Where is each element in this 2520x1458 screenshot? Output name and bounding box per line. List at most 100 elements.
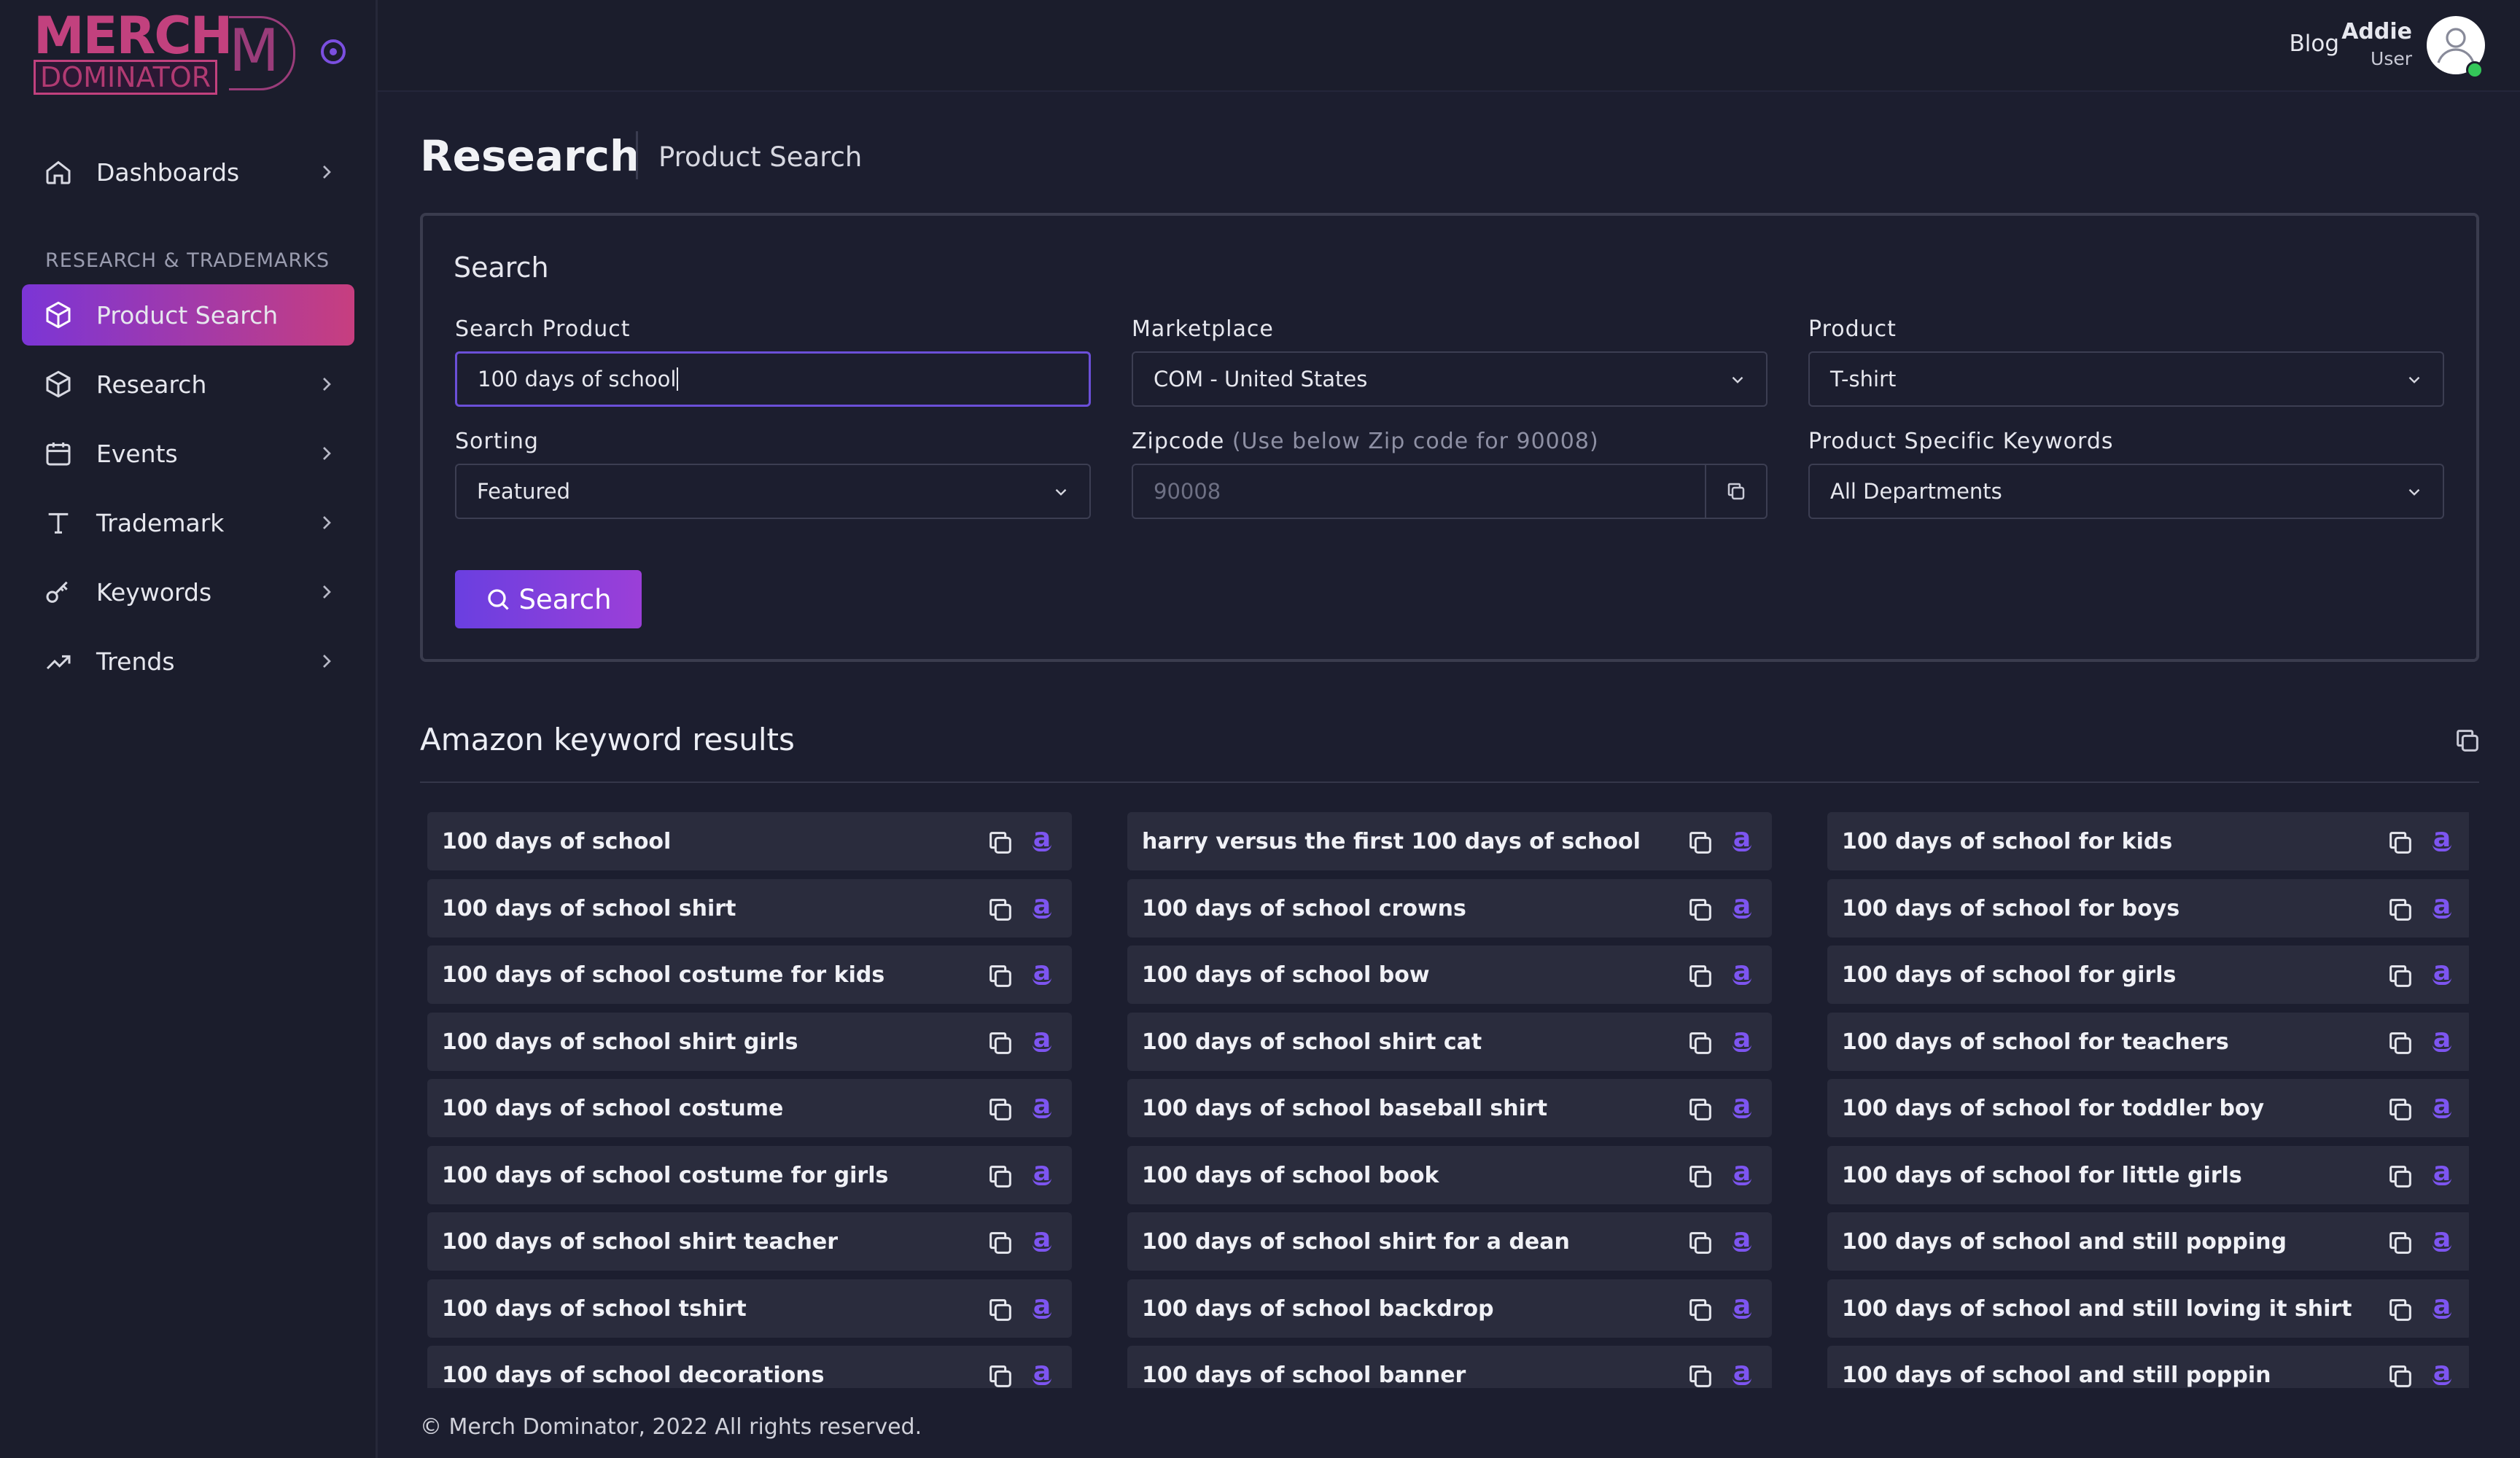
sidebar-item-research[interactable]: Research	[22, 354, 354, 415]
sidebar-item-label: Research	[96, 370, 207, 399]
user-icon	[2437, 28, 2475, 63]
copy-icon[interactable]	[1686, 1295, 1715, 1325]
copy-icon[interactable]	[1686, 1362, 1715, 1388]
amazon-icon[interactable]: a	[1028, 1357, 1056, 1388]
amazon-icon[interactable]: a	[1728, 1024, 1756, 1056]
amazon-icon[interactable]: a	[1028, 1291, 1056, 1323]
merch-dominator-logo[interactable]: MERCH DOMINATOR M	[34, 10, 296, 95]
search-product-label: Search Product	[455, 316, 631, 342]
copy-icon[interactable]	[986, 1362, 1015, 1388]
amazon-icon[interactable]: a	[2428, 957, 2456, 989]
amazon-icon[interactable]: a	[1028, 957, 1056, 989]
copy-icon[interactable]	[2386, 895, 2415, 924]
amazon-icon[interactable]: a	[1728, 1158, 1756, 1190]
copy-icon[interactable]	[2386, 1095, 2415, 1124]
keyword-result-item: 100 days of school book a	[1127, 1146, 1772, 1204]
sidebar-item-events[interactable]: Events	[22, 423, 354, 484]
copy-icon[interactable]	[986, 1295, 1015, 1325]
keyword-text: 100 days of school and still loving it s…	[1842, 1295, 2352, 1322]
search-product-input[interactable]: 100 days of school	[455, 351, 1091, 407]
amazon-icon[interactable]: a	[1728, 1357, 1756, 1388]
amazon-icon[interactable]: a	[1028, 824, 1056, 856]
copy-icon[interactable]	[986, 895, 1015, 924]
sidebar-item-trends[interactable]: Trends	[22, 631, 354, 692]
keyword-text: 100 days of school costume	[442, 1095, 784, 1121]
blog-link[interactable]: Blog	[2289, 31, 2339, 57]
copy-icon[interactable]	[2386, 1295, 2415, 1325]
keyword-text: 100 days of school for teachers	[1842, 1029, 2229, 1055]
marketplace-label: Marketplace	[1132, 316, 1274, 342]
copy-icon[interactable]	[986, 1162, 1015, 1191]
search-button-label: Search	[518, 583, 612, 615]
copy-icon[interactable]	[2386, 828, 2415, 857]
amazon-icon[interactable]: a	[1728, 957, 1756, 989]
copy-icon[interactable]	[1686, 962, 1715, 991]
amazon-icon[interactable]: a	[2428, 1091, 2456, 1123]
amazon-icon[interactable]: a	[1728, 1291, 1756, 1323]
keyword-result-item: 100 days of school costume for girls a	[427, 1146, 1072, 1204]
amazon-icon[interactable]: a	[1028, 891, 1056, 923]
sidebar-item-trademark[interactable]: Trademark	[22, 492, 354, 553]
amazon-icon[interactable]: a	[1728, 891, 1756, 923]
amazon-icon[interactable]: a	[1028, 1024, 1056, 1056]
sidebar-item-label: Keywords	[96, 577, 212, 607]
amazon-icon[interactable]: a	[2428, 1224, 2456, 1256]
amazon-icon[interactable]: a	[1728, 1091, 1756, 1123]
copy-icon[interactable]	[2386, 1029, 2415, 1058]
avatar[interactable]	[2427, 16, 2485, 74]
sidebar-item-keywords[interactable]: Keywords	[22, 561, 354, 623]
copy-icon[interactable]	[1686, 828, 1715, 857]
product-select[interactable]: T-shirt	[1808, 351, 2444, 407]
sorting-select[interactable]: Featured	[455, 464, 1091, 519]
amazon-icon[interactable]: a	[1028, 1091, 1056, 1123]
amazon-icon[interactable]: a	[2428, 1158, 2456, 1190]
sidebar-item-label: Dashboards	[96, 157, 240, 187]
copy-icon[interactable]	[986, 1228, 1015, 1258]
marketplace-select[interactable]: COM - United States	[1132, 351, 1768, 407]
copy-icon[interactable]	[1686, 1029, 1715, 1058]
amazon-icon[interactable]: a	[2428, 824, 2456, 856]
keyword-result-item: 100 days of school backdrop a	[1127, 1279, 1772, 1338]
amazon-icon[interactable]: a	[2428, 891, 2456, 923]
keyword-text: 100 days of school book	[1142, 1162, 1439, 1188]
amazon-icon[interactable]: a	[2428, 1291, 2456, 1323]
copy-icon[interactable]	[1686, 1095, 1715, 1124]
copy-icon[interactable]	[2386, 962, 2415, 991]
amazon-icon[interactable]: a	[1728, 1224, 1756, 1256]
zipcode-copy-button[interactable]	[1705, 464, 1768, 519]
copy-all-button[interactable]	[2453, 726, 2482, 755]
chevron-right-icon	[315, 442, 338, 465]
copy-icon[interactable]	[986, 962, 1015, 991]
copy-icon[interactable]	[2386, 1362, 2415, 1388]
product-keywords-select[interactable]: All Departments	[1808, 464, 2444, 519]
keyword-result-item: 100 days of school for kids a	[1827, 812, 2469, 870]
copy-icon[interactable]	[2386, 1228, 2415, 1258]
sidebar-item-dashboards[interactable]: Dashboards	[22, 141, 354, 203]
amazon-icon[interactable]: a	[1028, 1224, 1056, 1256]
copy-icon[interactable]	[986, 1029, 1015, 1058]
zipcode-input[interactable]: 90008	[1132, 464, 1706, 519]
sidebar-item-product-search[interactable]: Product Search	[22, 284, 354, 346]
copy-icon[interactable]	[986, 1095, 1015, 1124]
copy-icon[interactable]	[2386, 1162, 2415, 1191]
amazon-icon[interactable]: a	[2428, 1024, 2456, 1056]
product-value: T-shirt	[1830, 367, 1897, 391]
search-panel-title: Search	[454, 252, 549, 284]
keyword-result-item: 100 days of school shirt teacher a	[427, 1212, 1072, 1271]
amazon-icon[interactable]: a	[1728, 824, 1756, 856]
amazon-icon[interactable]: a	[1028, 1158, 1056, 1190]
keyword-text: 100 days of school for boys	[1842, 895, 2180, 921]
chevron-right-icon	[315, 650, 338, 673]
sidebar-item-label: Product Search	[96, 300, 279, 330]
search-button[interactable]: Search	[455, 570, 642, 628]
copy-icon[interactable]	[986, 828, 1015, 857]
user-name[interactable]: Addie	[2341, 19, 2412, 44]
copy-icon[interactable]	[1686, 1162, 1715, 1191]
amazon-icon[interactable]: a	[2428, 1357, 2456, 1388]
target-icon[interactable]	[321, 39, 346, 64]
keyword-result-item: 100 days of school for little girls a	[1827, 1146, 2469, 1204]
copy-icon[interactable]	[1686, 895, 1715, 924]
copy-icon[interactable]	[1686, 1228, 1715, 1258]
title-divider	[636, 131, 638, 179]
keyword-text: 100 days of school and still popping	[1842, 1228, 2287, 1255]
